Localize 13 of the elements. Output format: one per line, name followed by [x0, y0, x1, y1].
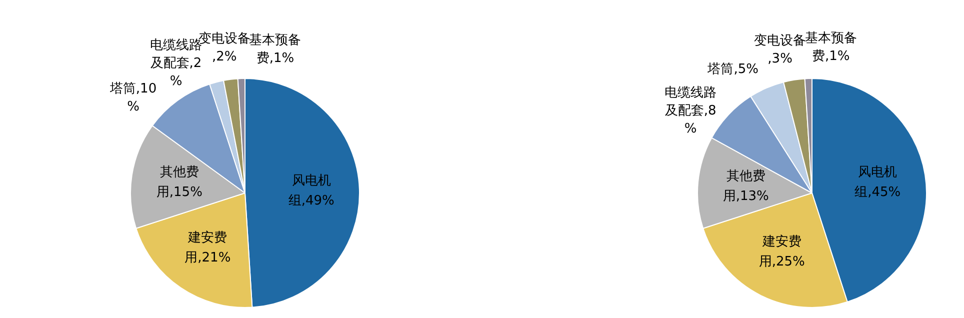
slice-label: 风电机组,49% [288, 173, 334, 208]
slice-label: 电缆线路及配套,8% [664, 85, 717, 136]
data-label: ,3% [768, 51, 792, 66]
slice-label: 其他费用,15% [156, 164, 202, 200]
slice-label: 基本预备费,1% [804, 31, 857, 64]
slice-label: 建安费用,21% [184, 229, 231, 266]
slice-label: 其他费用,13% [722, 169, 769, 204]
slice-label: 基本预备费,1% [249, 33, 302, 66]
slice-label: 变电设备 [754, 33, 806, 48]
slice-label: 塔筒,5% [706, 62, 758, 77]
slice-label: 风电机组,45% [854, 164, 901, 200]
data-label: ,2% [212, 49, 237, 64]
slice-label: 建安费用,25% [758, 234, 805, 270]
